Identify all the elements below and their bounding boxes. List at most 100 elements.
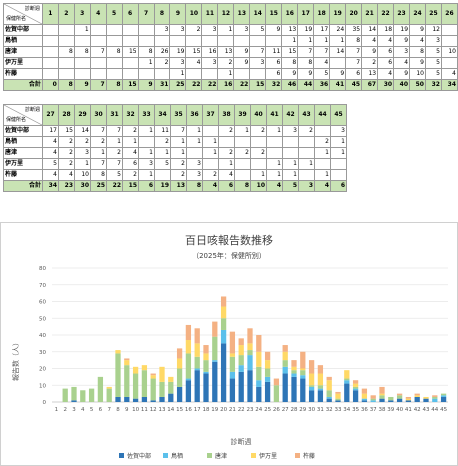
count-cell	[186, 147, 203, 159]
count-cell	[249, 68, 267, 80]
count-cell: 3	[424, 35, 442, 47]
table-row: 佐賀中部 1 3 3 2 3 1 3 5 9 13 19 17 24 35 14 18 19 9 12	[3, 24, 458, 36]
legend-swatch	[251, 453, 256, 458]
bar-segment	[291, 373, 297, 377]
bar-segment	[185, 353, 192, 379]
x-tick-label: 37	[370, 407, 377, 413]
count-cell: 19	[297, 24, 315, 36]
count-cell: 1	[169, 68, 187, 80]
bar-segment	[203, 360, 209, 372]
count-cell	[440, 57, 458, 69]
bar-segment	[229, 331, 236, 354]
count-cell: 6	[265, 57, 283, 69]
count-cell: 8	[345, 35, 363, 47]
table-row: 唐津 4 2 3 1 2 4 1 1 1 1 2 2 2 1 1	[3, 147, 347, 159]
week-header: 25	[424, 3, 442, 25]
bar-segment	[335, 391, 341, 394]
count-cell: 3	[330, 125, 347, 137]
bar-segment	[115, 353, 121, 397]
count-cell	[314, 125, 331, 137]
week-header: 9	[169, 3, 187, 25]
total-cell: 22	[106, 180, 123, 192]
table-row: 唐津 8 8 7 8 15 8 26 19 15 16 13 9 7 11 15 7 7 14 7 9 6 3 8 5 10	[3, 46, 458, 58]
corner-label-week: 診断週	[24, 107, 40, 113]
bar-segment	[238, 371, 244, 402]
x-tick-label: 5	[90, 407, 94, 413]
bar-segment	[185, 380, 192, 402]
count-cell: 7	[90, 125, 107, 137]
total-cell: 8	[186, 180, 203, 192]
count-cell: 1	[298, 158, 315, 170]
count-cell: 13	[217, 46, 235, 58]
count-cell: 18	[377, 24, 395, 36]
count-cell: 3	[393, 46, 411, 58]
count-cell: 8	[281, 57, 299, 69]
count-cell	[57, 57, 75, 69]
count-cell: 2	[234, 147, 251, 159]
bar-segment	[229, 353, 236, 357]
total-cell: 5	[282, 180, 299, 192]
count-cell	[234, 169, 251, 181]
bar-segment	[256, 351, 262, 367]
bar-segment	[379, 398, 385, 402]
count-cell: 3	[201, 24, 219, 36]
count-cell	[89, 35, 107, 47]
count-cell: 1	[186, 136, 203, 148]
bar-segment	[132, 373, 139, 399]
count-cell: 2	[58, 136, 75, 148]
table-row: 杵藤 4 4 10 8 5 2 1 2 3 2 4 1 1 1 1	[3, 169, 347, 181]
week-header: 12	[217, 3, 235, 25]
count-cell	[234, 158, 251, 170]
count-cell: 19	[393, 24, 411, 36]
y-tick-label: 0	[43, 400, 47, 406]
bar-segment	[352, 390, 359, 402]
count-cell: 7	[170, 125, 187, 137]
bar-segment	[159, 366, 165, 382]
total-cell: 13	[170, 180, 187, 192]
week-header: 24	[409, 3, 426, 25]
total-cell: 32	[265, 79, 283, 91]
x-tick-label: 44	[431, 407, 438, 413]
count-cell: 1	[73, 24, 91, 36]
bar-segment	[185, 340, 192, 354]
table-row: 佐賀中部 17 15 14 7 7 2 1 11 7 1 2 1 2 1 3 2 3	[3, 125, 347, 137]
y-tick-label: 70	[39, 283, 46, 289]
total-cell: 4	[202, 180, 219, 192]
bar-segment	[326, 380, 332, 391]
week-header: 5	[105, 3, 123, 25]
count-cell: 6	[345, 68, 363, 80]
count-cell	[41, 57, 59, 69]
bar-segment	[361, 388, 368, 394]
count-cell: 4	[185, 57, 203, 69]
bar-segment	[62, 388, 68, 402]
bar-segment	[194, 368, 200, 371]
count-cell	[233, 68, 251, 80]
bar-segment	[405, 398, 412, 401]
x-tick-label: 35	[352, 407, 359, 413]
count-cell: 2	[154, 136, 171, 148]
x-tick-label: 45	[440, 407, 447, 413]
total-cell: 50	[409, 79, 426, 91]
office-name: 唐津	[3, 147, 43, 159]
count-cell: 9	[361, 46, 379, 58]
count-cell: 1	[314, 147, 331, 159]
total-cell: 8	[105, 79, 123, 91]
bar-segment	[106, 388, 112, 402]
count-cell: 5	[424, 57, 442, 69]
x-tick-label: 20	[220, 407, 227, 413]
count-cell: 1	[154, 147, 171, 159]
count-cell	[121, 57, 139, 69]
bar-segment	[335, 398, 341, 401]
total-cell: 8	[234, 180, 251, 192]
count-cell: 6	[265, 68, 283, 80]
x-tick-label: 33	[335, 407, 342, 413]
week-header: 41	[266, 104, 283, 126]
total-cell: 34	[42, 180, 59, 192]
count-cell: 5	[249, 24, 267, 36]
bar-segment	[247, 355, 253, 371]
count-cell: 1	[297, 35, 315, 47]
bar-segment	[370, 400, 376, 402]
bar-segment	[132, 366, 139, 374]
week-header: 22	[377, 3, 395, 25]
total-cell: 16	[217, 79, 235, 91]
